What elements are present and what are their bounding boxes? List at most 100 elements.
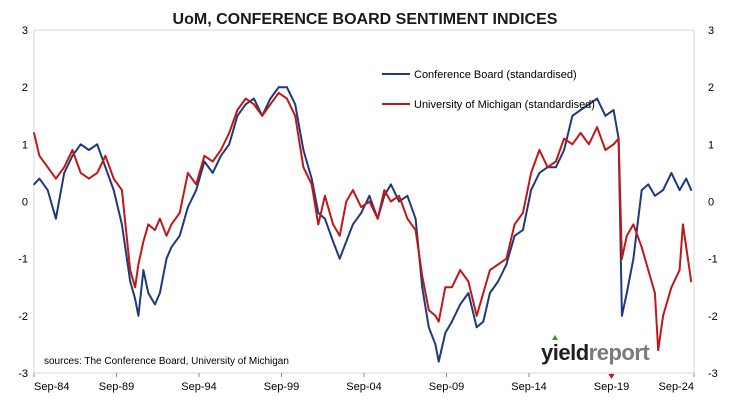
data-point-conference-board bbox=[497, 280, 499, 283]
data-point-university-of-michigan bbox=[647, 269, 650, 271]
y-tick-label-left: 3 bbox=[22, 25, 28, 37]
data-point-conference-board bbox=[596, 97, 598, 100]
data-point-conference-board bbox=[625, 292, 628, 294]
data-point-university-of-michigan bbox=[571, 143, 574, 146]
data-point-university-of-michigan bbox=[286, 97, 288, 100]
data-point-university-of-michigan bbox=[220, 149, 222, 151]
plot-area-frame bbox=[33, 29, 695, 374]
data-point-conference-board bbox=[444, 332, 447, 334]
data-point-university-of-michigan bbox=[187, 172, 189, 174]
data-point-university-of-michigan bbox=[530, 172, 532, 174]
data-point-conference-board bbox=[398, 200, 400, 203]
y-tick-label-left: -3 bbox=[18, 368, 28, 380]
data-point-university-of-michigan bbox=[129, 269, 132, 271]
data-point-conference-board bbox=[159, 292, 161, 294]
data-point-conference-board bbox=[269, 97, 272, 100]
data-point-university-of-michigan bbox=[459, 269, 462, 271]
data-point-university-of-michigan bbox=[467, 280, 470, 283]
data-point-university-of-michigan bbox=[617, 137, 620, 140]
data-point-university-of-michigan bbox=[654, 292, 656, 294]
data-point-conference-board bbox=[522, 229, 524, 232]
data-point-university-of-michigan bbox=[376, 217, 379, 220]
data-point-university-of-michigan bbox=[203, 154, 206, 157]
data-point-conference-board bbox=[63, 172, 66, 174]
data-point-conference-board bbox=[414, 217, 417, 220]
data-point-university-of-michigan bbox=[112, 177, 115, 180]
data-point-conference-board bbox=[588, 103, 590, 106]
data-point-university-of-michigan bbox=[621, 257, 623, 260]
data-point-university-of-michigan bbox=[383, 189, 386, 192]
data-point-university-of-michigan bbox=[497, 263, 499, 266]
x-axis: Sep-84 Sep-89 Sep-94 Sep-99 Sep-04 Sep-09 Sep-… bbox=[33, 373, 695, 393]
legend-label-university-of-michigan: University of Michigan (standardised) bbox=[414, 99, 595, 111]
data-point-university-of-michigan bbox=[513, 223, 516, 226]
legend-label-conference-board: Conference Board (standardised) bbox=[414, 69, 577, 81]
y-tick-label-left: 1 bbox=[22, 139, 28, 151]
y-tick-label-right: 0 bbox=[708, 197, 714, 209]
data-point-university-of-michigan bbox=[678, 269, 681, 271]
data-point-conference-board bbox=[236, 114, 239, 117]
data-point-university-of-michigan bbox=[46, 166, 49, 169]
data-point-university-of-michigan bbox=[625, 234, 628, 237]
legend: Conference Board (standardised) Universi… bbox=[382, 69, 595, 111]
data-point-university-of-michigan bbox=[662, 314, 664, 317]
data-point-university-of-michigan bbox=[154, 229, 156, 232]
data-point-conference-board bbox=[604, 114, 607, 117]
data-point-conference-board bbox=[571, 114, 574, 117]
data-point-conference-board bbox=[178, 234, 181, 237]
data-point-conference-board bbox=[467, 292, 470, 294]
data-point-conference-board bbox=[121, 223, 123, 226]
data-point-university-of-michigan bbox=[79, 172, 82, 174]
data-point-university-of-michigan bbox=[444, 286, 447, 289]
data-point-university-of-michigan bbox=[324, 194, 326, 197]
y-axis-left: 3 2 1 0 -1 -2 -3 bbox=[18, 25, 28, 380]
data-point-conference-board bbox=[79, 143, 82, 146]
y-tick-label-left: 2 bbox=[22, 82, 28, 94]
data-point-university-of-michigan bbox=[555, 160, 557, 163]
y-axis-right: 3 2 1 0 -1 -2 -3 bbox=[708, 25, 718, 380]
data-point-conference-board bbox=[286, 86, 288, 89]
data-point-conference-board bbox=[317, 212, 320, 214]
data-point-university-of-michigan bbox=[427, 309, 430, 311]
data-point-university-of-michigan bbox=[588, 143, 590, 146]
data-point-university-of-michigan bbox=[563, 137, 565, 140]
data-point-university-of-michigan bbox=[632, 223, 635, 226]
x-axis-marker bbox=[608, 374, 615, 379]
data-point-conference-board bbox=[38, 177, 41, 180]
y-tick-label-right: 2 bbox=[708, 82, 714, 94]
data-point-conference-board bbox=[324, 217, 326, 220]
data-point-conference-board bbox=[302, 149, 305, 151]
data-point-university-of-michigan bbox=[687, 257, 689, 260]
data-point-conference-board bbox=[55, 217, 57, 220]
logo-word-yield: yield bbox=[541, 340, 589, 365]
y-tick-label-right: -1 bbox=[708, 254, 718, 266]
data-point-conference-board bbox=[632, 257, 635, 260]
data-point-university-of-michigan bbox=[121, 189, 123, 192]
data-point-conference-board bbox=[434, 343, 437, 346]
logo-word-report: report bbox=[589, 340, 651, 365]
y-tick-label-left: -1 bbox=[18, 254, 28, 266]
data-point-university-of-michigan bbox=[236, 109, 239, 111]
data-point-conference-board bbox=[482, 320, 485, 323]
data-point-conference-board bbox=[647, 183, 650, 186]
data-point-conference-board bbox=[142, 269, 145, 271]
data-point-conference-board bbox=[640, 189, 643, 192]
data-point-conference-board bbox=[244, 103, 247, 106]
data-point-conference-board bbox=[137, 314, 140, 317]
data-point-conference-board bbox=[211, 172, 214, 174]
data-point-university-of-michigan bbox=[211, 160, 214, 163]
x-tick-label: Sep-04 bbox=[346, 381, 381, 393]
x-tick-label: Sep-14 bbox=[511, 381, 546, 393]
data-point-university-of-michigan bbox=[596, 126, 598, 129]
data-point-conference-board bbox=[134, 297, 137, 300]
data-point-university-of-michigan bbox=[244, 97, 247, 100]
data-point-conference-board bbox=[332, 240, 334, 243]
data-point-university-of-michigan bbox=[170, 223, 173, 226]
data-point-university-of-michigan bbox=[332, 223, 334, 226]
data-point-conference-board bbox=[451, 320, 453, 323]
data-point-university-of-michigan bbox=[579, 132, 582, 134]
data-point-university-of-michigan bbox=[414, 229, 417, 232]
y-tick-label-left: 0 bbox=[22, 197, 28, 209]
y-tick-label-right: -2 bbox=[708, 311, 718, 323]
data-point-conference-board bbox=[96, 143, 99, 146]
